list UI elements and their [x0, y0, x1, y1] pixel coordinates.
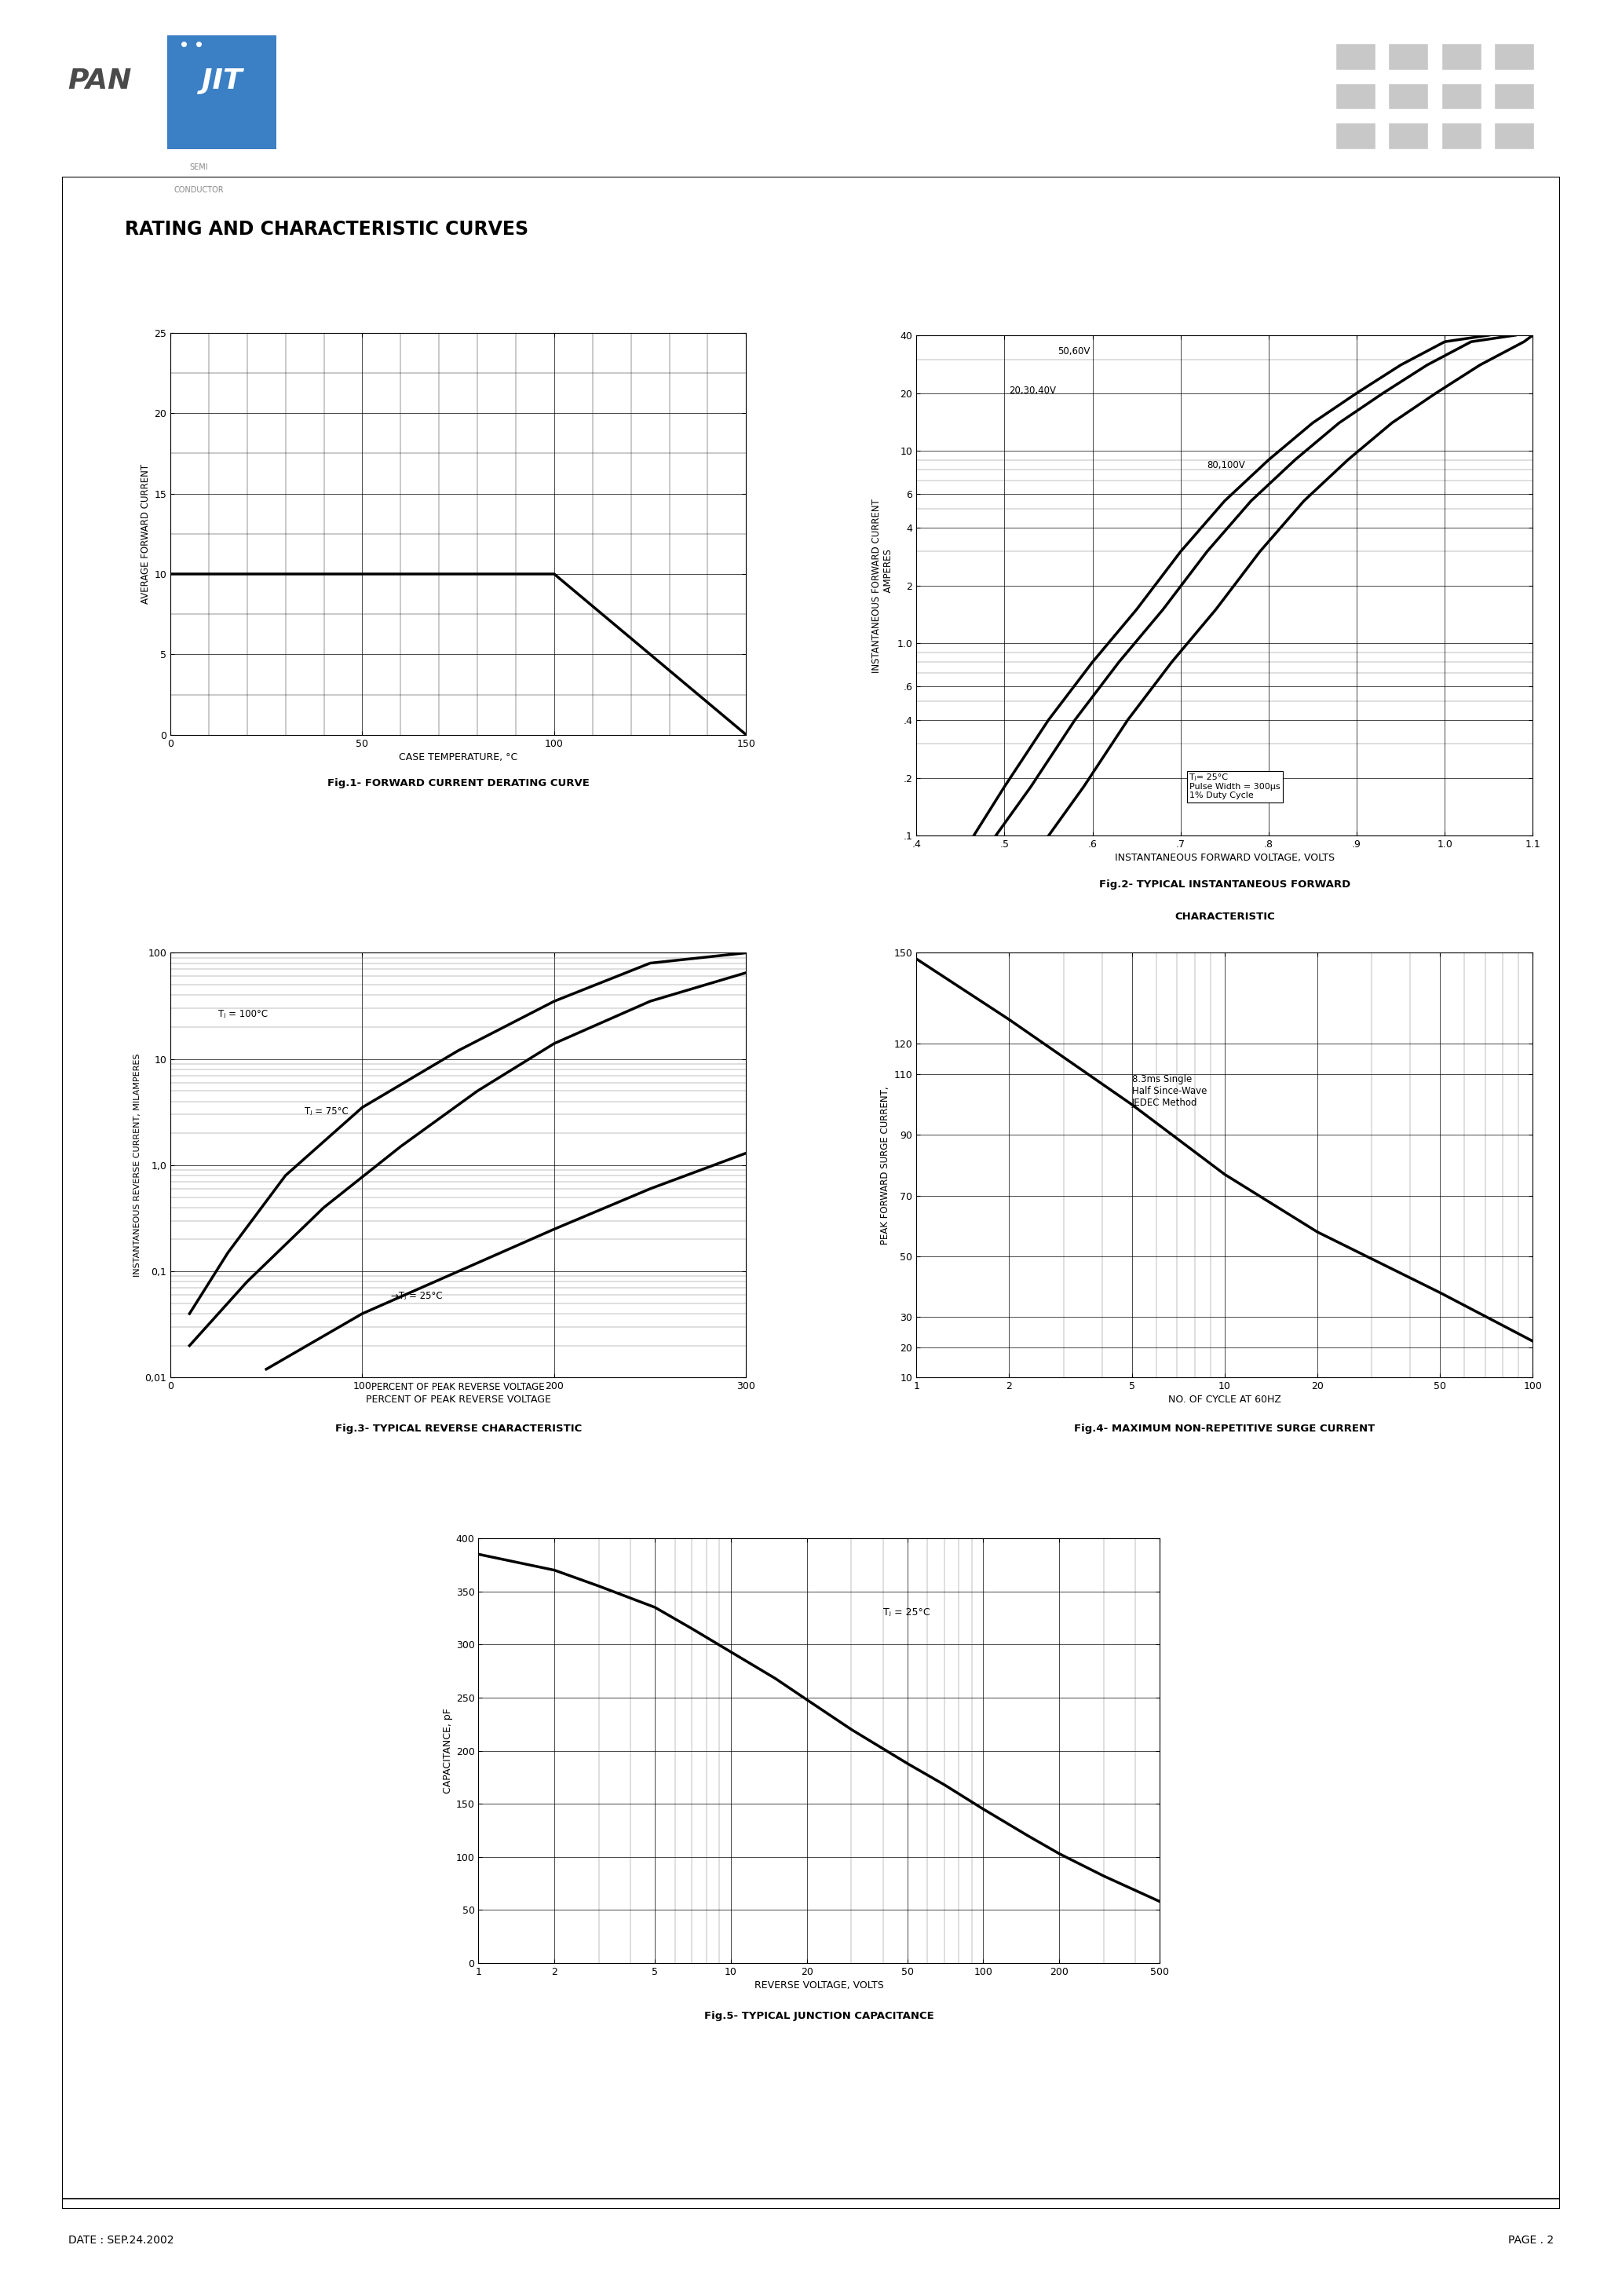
Text: Fig.3- TYPICAL REVERSE CHARACTERISTIC: Fig.3- TYPICAL REVERSE CHARACTERISTIC — [334, 1424, 582, 1433]
Text: Fig.5- TYPICAL JUNCTION CAPACITANCE: Fig.5- TYPICAL JUNCTION CAPACITANCE — [704, 2011, 934, 2020]
Text: Tⱼ = 75°C: Tⱼ = 75°C — [305, 1107, 349, 1116]
X-axis label: REVERSE VOLTAGE, VOLTS: REVERSE VOLTAGE, VOLTS — [754, 1981, 884, 1991]
Bar — [1494, 83, 1534, 110]
Text: Tⱼ = 25°C: Tⱼ = 25°C — [882, 1607, 929, 1619]
Bar — [1494, 44, 1534, 69]
Text: PAN: PAN — [68, 67, 131, 94]
Bar — [1388, 44, 1429, 69]
Text: Fig.4- MAXIMUM NON-REPETITIVE SURGE CURRENT: Fig.4- MAXIMUM NON-REPETITIVE SURGE CURR… — [1074, 1424, 1375, 1433]
Y-axis label: INSTANTANEOUS FORWARD CURRENT
          AMPERES: INSTANTANEOUS FORWARD CURRENT AMPERES — [871, 498, 894, 673]
Text: CONDUCTOR: CONDUCTOR — [174, 186, 224, 195]
Bar — [1494, 122, 1534, 149]
X-axis label: NO. OF CYCLE AT 60HZ: NO. OF CYCLE AT 60HZ — [1168, 1396, 1281, 1405]
Y-axis label: INSTANTANEOUS REVERSE CURRENT, MILAMPERES: INSTANTANEOUS REVERSE CURRENT, MILAMPERE… — [133, 1054, 141, 1277]
Text: 80,100V: 80,100V — [1207, 459, 1246, 471]
Bar — [1440, 44, 1481, 69]
Text: Fig.2- TYPICAL INSTANTANEOUS FORWARD: Fig.2- TYPICAL INSTANTANEOUS FORWARD — [1098, 879, 1351, 889]
Text: JIT: JIT — [201, 67, 242, 94]
Bar — [1388, 122, 1429, 149]
Text: 20,30,40V: 20,30,40V — [1009, 386, 1056, 395]
X-axis label: INSTANTANEOUS FORWARD VOLTAGE, VOLTS: INSTANTANEOUS FORWARD VOLTAGE, VOLTS — [1114, 854, 1335, 863]
Text: →Tⱼ = 25°C: →Tⱼ = 25°C — [391, 1290, 443, 1302]
X-axis label: CASE TEMPERATURE, °C: CASE TEMPERATURE, °C — [399, 753, 517, 762]
Text: 8.3ms Single
Half Since-Wave
JEDEC Method: 8.3ms Single Half Since-Wave JEDEC Metho… — [1132, 1075, 1207, 1109]
Y-axis label: PEAK FORWARD SURGE CURRENT,: PEAK FORWARD SURGE CURRENT, — [881, 1086, 890, 1244]
Bar — [1335, 122, 1375, 149]
Y-axis label: AVERAGE FORWARD CURRENT: AVERAGE FORWARD CURRENT — [141, 464, 151, 604]
Bar — [167, 34, 276, 149]
Text: Tⱼ= 25°C
Pulse Width = 300μs
1% Duty Cycle: Tⱼ= 25°C Pulse Width = 300μs 1% Duty Cyc… — [1189, 774, 1280, 799]
Text: PERCENT OF PEAK REVERSE VOLTAGE: PERCENT OF PEAK REVERSE VOLTAGE — [371, 1382, 545, 1391]
Text: PAGE . 2: PAGE . 2 — [1508, 2234, 1554, 2245]
Text: RATING AND CHARACTERISTIC CURVES: RATING AND CHARACTERISTIC CURVES — [125, 220, 529, 239]
Text: Fig.1- FORWARD CURRENT DERATING CURVE: Fig.1- FORWARD CURRENT DERATING CURVE — [328, 778, 589, 788]
Text: 50,60V: 50,60V — [1058, 347, 1090, 356]
Text: CHARACTERISTIC: CHARACTERISTIC — [1174, 912, 1275, 921]
Text: Tⱼ = 100°C: Tⱼ = 100°C — [219, 1008, 268, 1019]
Bar — [1440, 122, 1481, 149]
Bar — [1335, 44, 1375, 69]
Bar — [1388, 83, 1429, 110]
Text: SEMI: SEMI — [190, 163, 208, 172]
Bar — [1335, 83, 1375, 110]
Text: DATE : SEP.24.2002: DATE : SEP.24.2002 — [68, 2234, 174, 2245]
Y-axis label: CAPACITANCE, pF: CAPACITANCE, pF — [443, 1708, 453, 1793]
Bar — [1440, 83, 1481, 110]
X-axis label: PERCENT OF PEAK REVERSE VOLTAGE: PERCENT OF PEAK REVERSE VOLTAGE — [365, 1396, 551, 1405]
